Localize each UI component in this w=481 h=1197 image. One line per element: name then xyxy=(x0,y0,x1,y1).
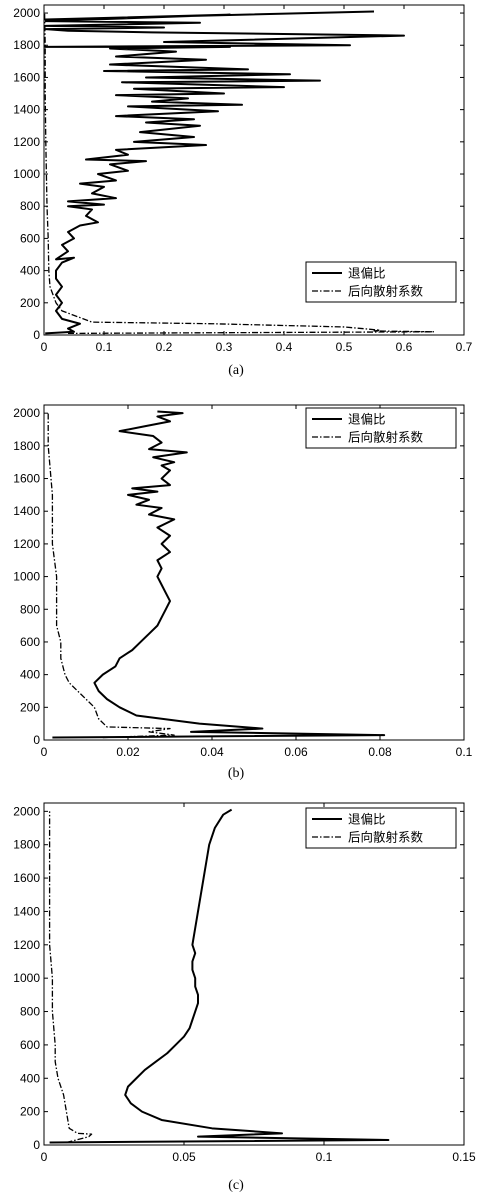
chart-1: 0 0.1 0.2 0.3 0.4 0.5 0.6 0.7 0 200 400 600 800 1000 1… xyxy=(13,4,473,378)
series-line-depolarization xyxy=(52,410,386,739)
y-tick-label: 400 xyxy=(20,668,40,682)
y-tick-label: 800 xyxy=(20,1005,40,1019)
legend-label: 退偏比 xyxy=(348,812,386,827)
y-tick-label: 0 xyxy=(33,1138,40,1152)
x-tick-label: 0.4 xyxy=(276,340,293,354)
y-tick-label: 800 xyxy=(20,602,40,616)
y-tick-label: 1400 xyxy=(13,904,40,918)
y-tick-label: 200 xyxy=(20,296,40,310)
series-line-backscatter xyxy=(43,13,435,335)
x-tick-label: 0 xyxy=(41,340,48,354)
y-tick-label: 600 xyxy=(20,231,40,245)
y-tick-label: 1600 xyxy=(13,871,40,885)
legend-label: 后向散射系数 xyxy=(348,830,424,845)
y-tick-label: 1200 xyxy=(13,938,40,952)
x-tick-label: 0.1 xyxy=(456,745,473,759)
chart-caption: (a) xyxy=(228,363,244,378)
x-tick-label: 0.7 xyxy=(456,340,473,354)
x-tick-label: 0.1 xyxy=(316,1150,333,1164)
y-tick-label: 2000 xyxy=(13,804,40,818)
series-line-depolarization xyxy=(44,10,405,335)
plot-frame xyxy=(43,404,465,741)
y-tick-label: 400 xyxy=(20,1071,40,1085)
y-tick-label: 2000 xyxy=(13,6,40,20)
chart-3: 0 0.05 0.1 0.15 0 200 400 600 800 1000 1200 1400 160… xyxy=(13,802,476,1193)
chart-2: 0 0.02 0.04 0.06 0.08 0.1 0 200 400 600 800 1000 120… xyxy=(13,404,473,781)
series-line-depolarization xyxy=(49,808,390,1144)
legend-box xyxy=(305,807,457,849)
y-tick-label: 1000 xyxy=(13,167,40,181)
y-tick-label: 1000 xyxy=(13,971,40,985)
y-tick-label: 1600 xyxy=(13,472,40,486)
legend-label: 退偏比 xyxy=(348,412,386,427)
x-tick-label: 0.5 xyxy=(336,340,353,354)
x-tick-label: 0.3 xyxy=(216,340,233,354)
x-tick-label: 0.04 xyxy=(200,745,224,759)
x-tick-label: 0.08 xyxy=(368,745,392,759)
legend-box xyxy=(305,261,457,303)
y-tick-label: 200 xyxy=(20,700,40,714)
x-tick-label: 0.2 xyxy=(156,340,173,354)
x-tick-label: 0.06 xyxy=(284,745,308,759)
y-tick-label: 600 xyxy=(20,1038,40,1052)
y-tick-label: 1200 xyxy=(13,135,40,149)
y-tick-label: 400 xyxy=(20,264,40,278)
y-tick-label: 1000 xyxy=(13,570,40,584)
y-tick-label: 1400 xyxy=(13,103,40,117)
y-tick-label: 0 xyxy=(33,733,40,747)
y-tick-label: 1800 xyxy=(13,838,40,852)
legend-box xyxy=(305,407,457,449)
x-tick-label: 0 xyxy=(41,1150,48,1164)
x-tick-label: 0.02 xyxy=(116,745,140,759)
chart-caption: (b) xyxy=(228,766,245,781)
y-tick-label: 1800 xyxy=(13,439,40,453)
y-tick-label: 2000 xyxy=(13,406,40,420)
chart-caption: (c) xyxy=(228,1178,244,1193)
x-tick-label: 0.05 xyxy=(172,1150,196,1164)
x-tick-label: 0.6 xyxy=(396,340,413,354)
x-tick-label: 0.1 xyxy=(96,340,113,354)
plot-frame xyxy=(43,802,465,1146)
x-tick-label: 0 xyxy=(41,745,48,759)
y-tick-label: 1800 xyxy=(13,38,40,52)
x-tick-label: 0.15 xyxy=(452,1150,476,1164)
series-line-backscatter xyxy=(47,413,175,739)
y-tick-label: 600 xyxy=(20,635,40,649)
y-tick-label: 200 xyxy=(20,1105,40,1119)
y-tick-label: 0 xyxy=(33,328,40,342)
legend-label: 后向散射系数 xyxy=(348,284,424,299)
y-tick-label: 800 xyxy=(20,199,40,213)
series-line-backscatter xyxy=(48,811,93,1144)
y-tick-label: 1600 xyxy=(13,70,40,84)
y-tick-label: 1400 xyxy=(13,504,40,518)
y-tick-label: 1200 xyxy=(13,537,40,551)
legend-label: 后向散射系数 xyxy=(348,430,424,445)
legend-label: 退偏比 xyxy=(348,266,386,281)
plot-frame xyxy=(43,4,465,336)
